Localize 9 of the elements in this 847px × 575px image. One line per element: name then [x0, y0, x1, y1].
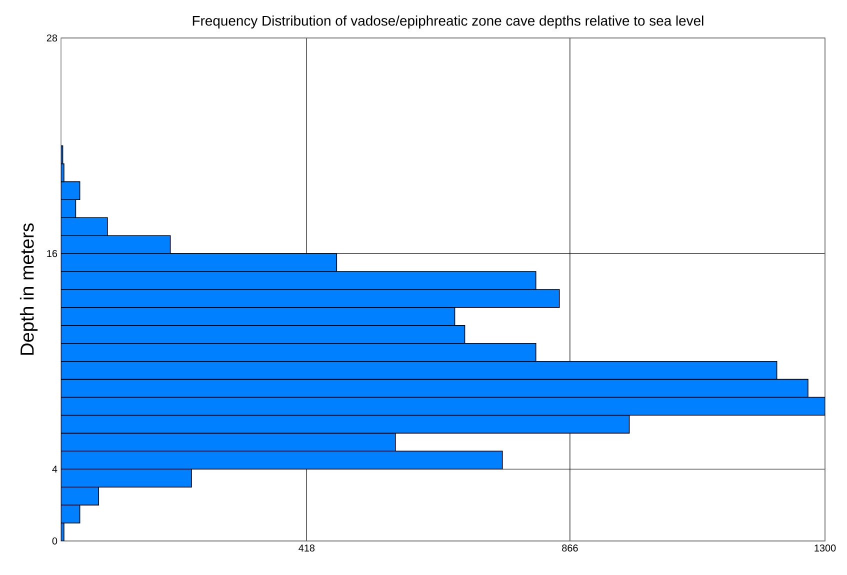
- chart-title: Frequency Distribution of vadose/epiphreatic zone cave depths relative to sea level: [192, 15, 704, 28]
- y-tick-label: 16: [47, 250, 58, 258]
- y-tick-label: 28: [46, 34, 58, 42]
- x-tick-label: 866: [562, 544, 578, 552]
- x-tick-label: 1300: [814, 544, 836, 552]
- x-tick-label: 418: [298, 544, 315, 552]
- y-tick-label: 4: [52, 466, 58, 473]
- y-tick-label: 0: [52, 537, 58, 545]
- y-axis-title: Depth in meters: [20, 223, 38, 355]
